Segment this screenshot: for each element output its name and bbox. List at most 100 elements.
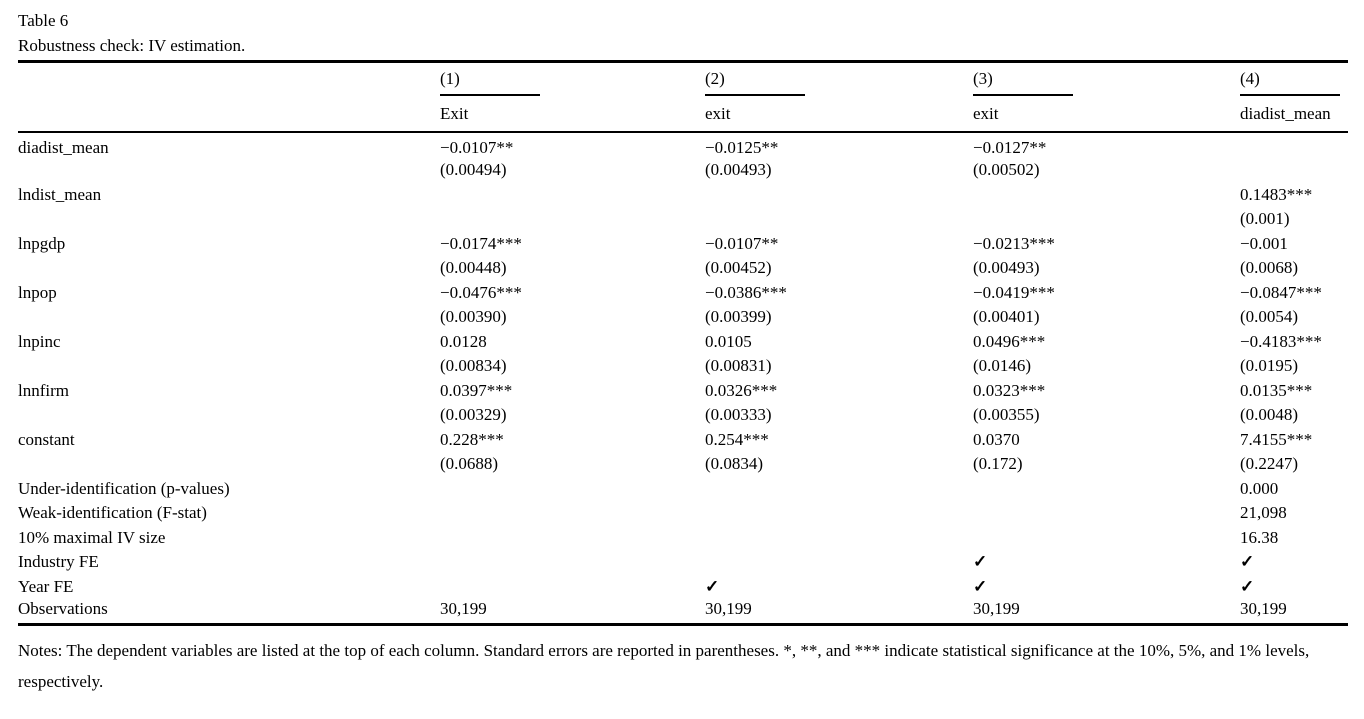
table-subtitle: Robustness check: IV estimation. [18,36,246,55]
stat-row: 10% maximal IV size 16.38 [18,526,1348,551]
checkmark-cell: ✓ [973,576,988,596]
se-cell: (0.0195) [1240,356,1299,376]
column-header: (2) [705,63,973,96]
table-row: lnpinc 0.0128 0.0105 0.0496*** −0.4183**… [18,330,1348,355]
coef-cell: 0.0128 [440,331,487,351]
se-cell: (0.00493) [973,258,1040,278]
table-row-se: (0.001) [18,207,1348,232]
stat-cell [973,526,1240,551]
row-label: Year FE [18,576,74,596]
top-rule [18,60,1348,63]
row-label: Industry FE [18,552,99,572]
row-label: lnpop [18,282,57,302]
table-row: constant 0.228*** 0.254*** 0.0370 7.4155… [18,428,1348,453]
se-cell: (0.001) [1240,209,1290,229]
stat-cell [705,501,973,526]
table-row-se: (0.00448) (0.00452) (0.00493) (0.0068) [18,256,1348,281]
table-row-se: (0.00494) (0.00493) (0.00502) [18,158,1348,183]
stat-cell [440,477,705,502]
se-cell: (0.0068) [1240,258,1299,278]
column-header: (1) [440,63,705,96]
table-row: lnpgdp −0.0174*** −0.0107** −0.0213*** −… [18,232,1348,257]
se-cell [440,207,705,232]
se-cell: (0.0146) [973,356,1032,376]
row-label-spacer [18,256,440,281]
table-notes: Notes: The dependent variables are liste… [18,641,1310,691]
table-row: diadist_mean −0.0107** −0.0125** −0.0127… [18,132,1348,158]
se-cell: (0.00355) [973,405,1040,425]
row-label: Under-identification (p-values) [18,478,230,498]
table-row-se: (0.00390) (0.00399) (0.00401) (0.0054) [18,305,1348,330]
checkmark-cell: ✓ [1240,552,1255,572]
se-cell: (0.00399) [705,307,772,327]
coef-cell: 0.254*** [705,429,769,449]
coef-cell [440,183,705,208]
se-cell: (0.00494) [440,160,507,180]
se-cell: (0.172) [973,454,1023,474]
coef-cell: −0.0125** [705,138,779,157]
coef-cell [705,183,973,208]
se-cell: (0.2247) [1240,454,1299,474]
column-number: (3) [973,68,1073,96]
coef-cell: 0.0135*** [1240,380,1313,400]
se-cell: (0.00502) [973,160,1040,180]
stat-cell [705,477,973,502]
row-label-spacer [18,403,440,428]
stat-row: Under-identification (p-values) 0.000 [18,477,1348,502]
stat-row: Observations 30,199 30,199 30,199 30,199 [18,599,1348,626]
se-cell: (0.00834) [440,356,507,376]
column-header: (4) [1240,63,1348,96]
paper-page: Table 6 Robustness check: IV estimation.… [18,11,1348,691]
table-title: Table 6 [18,11,69,30]
coef-cell: −0.0107** [705,233,779,253]
coef-cell: 0.228*** [440,429,504,449]
coef-cell: −0.0127** [973,138,1047,157]
row-label: Observations [18,599,440,626]
stat-cell [705,550,973,575]
header-spacer [18,63,440,96]
stat-cell: 30,199 [705,599,973,626]
row-label: constant [18,429,75,449]
dependent-variable: exit [973,96,1240,133]
se-cell [1240,158,1348,183]
coef-cell: 0.0323*** [973,380,1046,400]
se-cell: (0.00333) [705,405,772,425]
coef-cell: −0.0213*** [973,233,1055,253]
stat-cell [440,575,705,600]
coef-cell: 0.0370 [973,429,1020,449]
stat-cell [440,550,705,575]
row-label: lnpgdp [18,233,66,253]
table-row: lndist_mean 0.1483*** [18,183,1348,208]
table-body: diadist_mean −0.0107** −0.0125** −0.0127… [18,132,1348,626]
checkmark-cell: ✓ [705,576,720,596]
header-spacer [18,96,440,133]
table-row-se: (0.0688) (0.0834) (0.172) (0.2247) [18,452,1348,477]
se-cell: (0.0688) [440,454,499,474]
se-cell [973,207,1240,232]
coef-cell: −0.0847*** [1240,282,1322,302]
stat-cell: 30,199 [973,599,1240,626]
table-row-se: (0.00329) (0.00333) (0.00355) (0.0048) [18,403,1348,428]
row-label-spacer [18,207,440,232]
coef-cell: −0.0174*** [440,233,522,253]
stat-cell: 30,199 [1240,599,1348,626]
table-row: lnnfirm 0.0397*** 0.0326*** 0.0323*** 0.… [18,379,1348,404]
coef-cell: −0.0107** [440,138,514,157]
row-label-spacer [18,354,440,379]
checkmark-cell: ✓ [1240,576,1255,596]
se-cell: (0.00448) [440,258,507,278]
column-number-row: (1) (2) (3) (4) [18,63,1348,96]
coef-cell: 0.0105 [705,331,752,351]
row-label-spacer [18,305,440,330]
dependent-variable-row: Exit exit exit diadist_mean [18,96,1348,133]
row-label-spacer [18,158,440,183]
row-label-spacer [18,452,440,477]
stat-cell: 21,098 [1240,503,1287,523]
stat-cell: 30,199 [440,599,705,626]
coef-cell: −0.001 [1240,233,1288,253]
column-header: (3) [973,63,1240,96]
row-label: lndist_mean [18,184,102,204]
se-cell: (0.00390) [440,307,507,327]
stat-cell [440,501,705,526]
column-number: (4) [1240,68,1340,96]
